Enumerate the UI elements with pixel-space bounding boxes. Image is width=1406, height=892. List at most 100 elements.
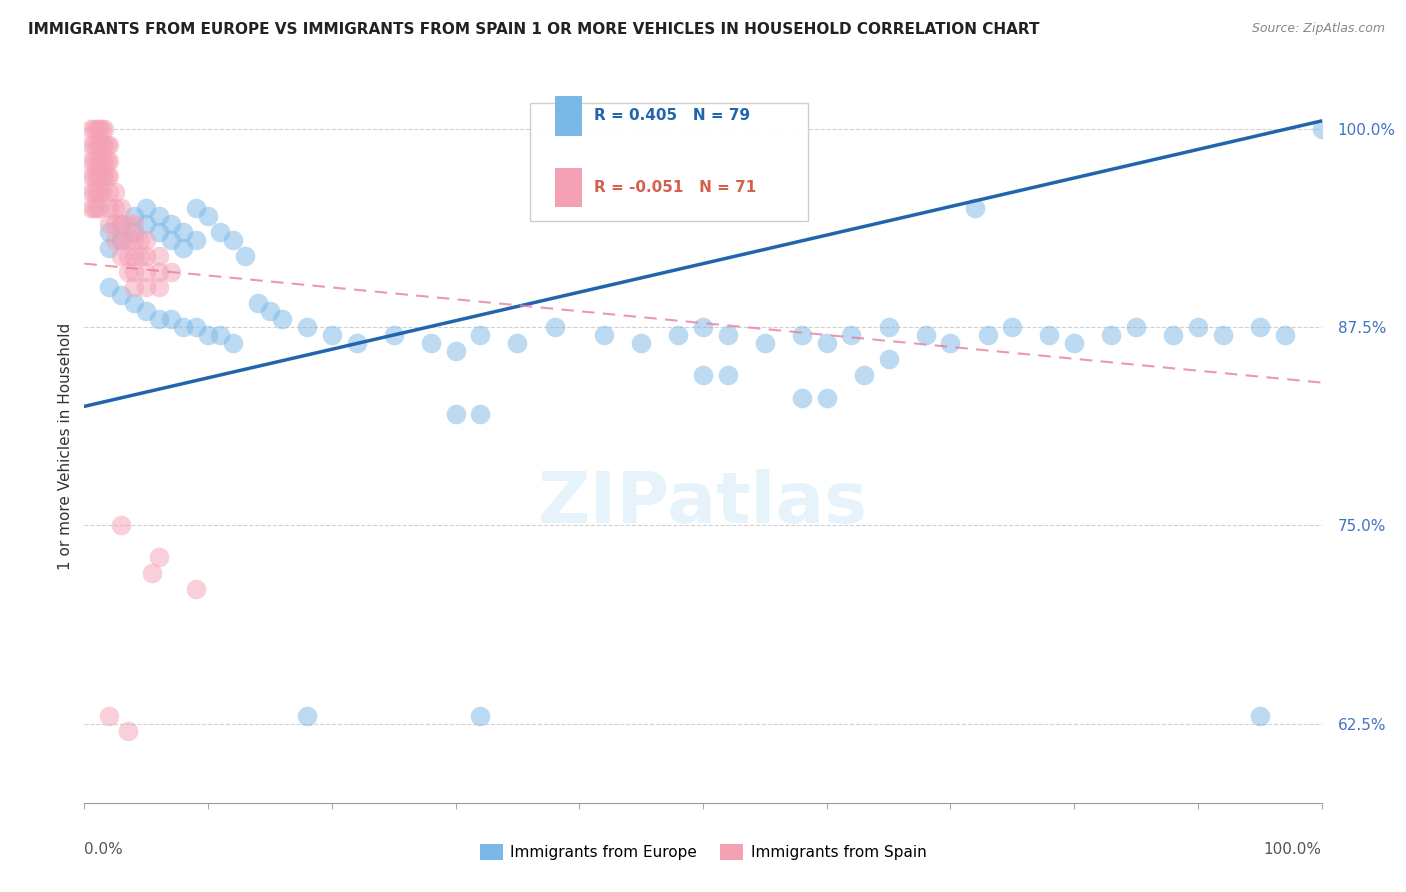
Point xyxy=(110,288,132,302)
FancyBboxPatch shape xyxy=(530,103,808,221)
Point xyxy=(630,335,652,350)
Point xyxy=(86,153,108,168)
Point xyxy=(104,217,127,231)
Point xyxy=(79,121,101,136)
Point xyxy=(790,392,813,406)
Point xyxy=(419,335,441,350)
Point xyxy=(117,249,139,263)
Point xyxy=(841,328,863,343)
Point xyxy=(79,153,101,168)
Point xyxy=(98,169,121,184)
Point xyxy=(543,320,565,334)
Point xyxy=(1212,328,1234,343)
Point xyxy=(89,121,111,136)
Point xyxy=(90,153,112,168)
Point xyxy=(160,264,183,278)
Point xyxy=(148,264,170,278)
Point xyxy=(93,169,115,184)
Bar xyxy=(554,96,582,136)
Point xyxy=(110,217,132,231)
Point xyxy=(110,249,132,263)
Point xyxy=(1249,320,1271,334)
Point xyxy=(96,153,118,168)
Point xyxy=(259,304,281,318)
Point xyxy=(135,264,157,278)
Point xyxy=(110,201,132,215)
Text: IMMIGRANTS FROM EUROPE VS IMMIGRANTS FROM SPAIN 1 OR MORE VEHICLES IN HOUSEHOLD : IMMIGRANTS FROM EUROPE VS IMMIGRANTS FRO… xyxy=(28,22,1039,37)
Point xyxy=(1001,320,1024,334)
Point xyxy=(1063,335,1085,350)
Point xyxy=(692,835,714,849)
Point xyxy=(197,328,219,343)
Point xyxy=(184,320,207,334)
Point xyxy=(110,233,132,247)
Point xyxy=(184,582,207,596)
Point xyxy=(86,121,108,136)
Point xyxy=(90,137,112,152)
Point xyxy=(122,209,145,223)
Point xyxy=(135,201,157,215)
Point xyxy=(321,328,343,343)
Text: ZIPatlas: ZIPatlas xyxy=(538,468,868,538)
Point xyxy=(86,201,108,215)
Point xyxy=(160,233,183,247)
Point xyxy=(815,392,838,406)
Point xyxy=(104,186,127,200)
Point xyxy=(98,201,121,215)
Point xyxy=(965,201,987,215)
Point xyxy=(717,368,740,382)
Point xyxy=(122,225,145,239)
Point xyxy=(93,121,115,136)
Point xyxy=(98,137,121,152)
Point xyxy=(90,186,112,200)
Point xyxy=(209,225,232,239)
Point xyxy=(110,518,132,533)
Point xyxy=(96,169,118,184)
Point xyxy=(135,249,157,263)
Point xyxy=(98,280,121,294)
Point xyxy=(83,137,105,152)
Point xyxy=(790,328,813,343)
Point xyxy=(172,225,194,239)
Point xyxy=(1125,320,1147,334)
Bar xyxy=(554,168,582,207)
Y-axis label: 1 or more Vehicles in Household: 1 or more Vehicles in Household xyxy=(58,322,73,570)
Point xyxy=(444,407,467,421)
Point xyxy=(346,335,368,350)
Point xyxy=(90,121,112,136)
Point xyxy=(86,186,108,200)
Point xyxy=(89,169,111,184)
Point xyxy=(104,233,127,247)
Point xyxy=(1161,328,1184,343)
Point xyxy=(117,724,139,739)
Point xyxy=(96,137,118,152)
Point xyxy=(93,153,115,168)
Point xyxy=(117,264,139,278)
Point xyxy=(1038,328,1060,343)
Point xyxy=(83,186,105,200)
Point xyxy=(197,209,219,223)
Point xyxy=(1249,708,1271,723)
Text: R = -0.051   N = 71: R = -0.051 N = 71 xyxy=(595,180,756,194)
Point xyxy=(160,312,183,326)
Point xyxy=(79,137,101,152)
Point xyxy=(83,153,105,168)
Point xyxy=(117,217,139,231)
Point xyxy=(1274,328,1296,343)
Text: Source: ZipAtlas.com: Source: ZipAtlas.com xyxy=(1251,22,1385,36)
Point xyxy=(93,137,115,152)
Point xyxy=(1187,320,1209,334)
Point xyxy=(98,241,121,255)
Point xyxy=(122,280,145,294)
Point xyxy=(83,121,105,136)
Point xyxy=(122,296,145,310)
Point xyxy=(976,328,998,343)
Point xyxy=(148,225,170,239)
Point xyxy=(79,169,101,184)
Text: 0.0%: 0.0% xyxy=(84,842,124,857)
Point xyxy=(129,249,152,263)
Point xyxy=(939,335,962,350)
Point xyxy=(89,201,111,215)
Point xyxy=(295,708,318,723)
Point xyxy=(148,249,170,263)
